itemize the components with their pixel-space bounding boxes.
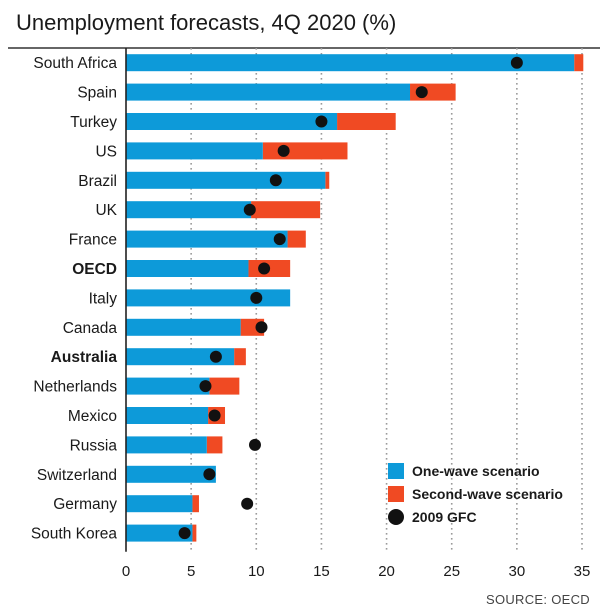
category-label: US [95,143,117,160]
gfc-marker [258,262,271,275]
category-label: South Korea [31,526,118,543]
category-label: Australia [51,349,118,366]
bar-one-wave [126,318,241,336]
x-tick-label: 0 [122,563,130,580]
bar-second-wave [287,230,306,248]
bar-second-wave [209,377,240,395]
gfc-marker [273,233,286,246]
bar-one-wave [126,377,210,395]
category-label: Turkey [70,114,117,131]
gfc-marker [248,438,261,451]
bar-second-wave [192,495,199,513]
legend-label: One-wave scenario [412,463,540,479]
category-label: Spain [77,85,117,102]
bar-second-wave [192,524,197,542]
legend-label: 2009 GFC [412,509,477,525]
bar-second-wave [251,201,321,219]
legend-swatch-second-wave [388,486,404,502]
bar-one-wave [126,289,291,307]
x-tick-label: 30 [509,563,526,580]
bar-one-wave [126,348,235,366]
bar-second-wave [206,436,223,454]
gfc-marker [277,144,290,157]
bar-one-wave [126,260,249,277]
gfc-marker [415,86,428,99]
bar-one-wave [126,436,207,454]
legend-marker-gfc [388,509,404,525]
gfc-marker [203,468,216,481]
gfc-marker [241,497,254,510]
bar-one-wave [126,83,411,101]
category-labels: South Africa Spain Turkey US Brazil UK France O… [31,55,118,542]
x-tick-label: 5 [187,563,195,580]
gfc-marker [255,321,268,334]
bar-second-wave [325,171,330,189]
gridlines [8,47,600,552]
legend: One-wave scenario Second-wave scenario 200… [388,463,563,525]
gfc-markers [178,56,523,540]
gfc-marker [510,56,523,69]
bar-second-wave [234,348,246,366]
category-label: Netherlands [33,379,117,396]
x-tick-label: 15 [313,563,330,580]
category-label: OECD [72,261,117,278]
category-label: Russia [70,437,118,454]
bar-one-wave [126,407,209,424]
x-tick-label: 35 [574,563,591,580]
bar-second-wave [262,142,348,160]
category-label: Switzerland [37,467,117,484]
bar-one-wave [126,495,193,513]
bar-second-wave [574,54,584,72]
category-label: Brazil [78,173,117,190]
bar-one-wave [126,142,263,160]
bar-one-wave [126,171,326,189]
bar-one-wave [126,524,193,542]
category-label: UK [95,202,117,219]
bar-one-wave [126,54,575,72]
gfc-marker [209,350,222,363]
bar-second-wave [337,113,396,130]
chart-title: Unemployment forecasts, 4Q 2020 (%) [16,10,397,35]
x-axis: 0 5 10 15 20 25 30 35 [122,48,591,580]
x-tick-label: 20 [378,563,395,580]
source-label: SOURCE: OECD [485,592,590,607]
legend-label: Second-wave scenario [412,486,563,502]
gfc-marker [243,203,256,216]
gfc-marker [315,115,328,128]
category-label: France [69,232,117,249]
category-label: Germany [53,496,117,513]
gfc-marker [199,380,212,393]
gfc-marker [178,527,191,540]
gfc-marker [269,174,282,187]
bar-one-wave [126,465,216,483]
gfc-marker [208,409,221,422]
gfc-marker [250,291,263,304]
bar-one-wave [126,113,338,130]
legend-swatch-one-wave [388,463,404,479]
x-tick-label: 25 [443,563,460,580]
x-tick-label: 10 [248,563,265,580]
bar-one-wave [126,201,252,219]
category-label: South Africa [33,55,117,72]
category-label: Canada [63,320,118,337]
category-label: Mexico [68,408,117,425]
bar-one-wave [126,230,288,248]
category-label: Italy [89,290,118,307]
